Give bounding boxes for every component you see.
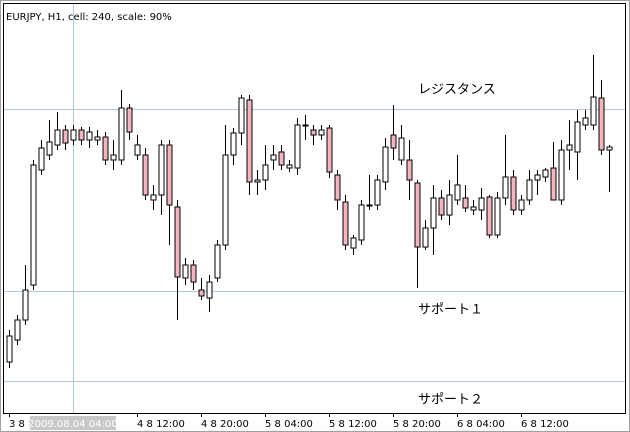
x-tick-label: 6 8 04:00 xyxy=(457,419,505,430)
candle-body xyxy=(566,144,573,151)
crosshair-label: 2009.08.04 04:00 xyxy=(28,419,117,430)
candle-body xyxy=(446,194,453,216)
candle-body xyxy=(454,184,461,201)
candle-body xyxy=(478,197,485,211)
candle-body xyxy=(398,137,405,161)
candle-body xyxy=(430,197,437,229)
candle-body xyxy=(374,179,381,206)
candle-body xyxy=(78,129,85,141)
candle-body xyxy=(470,206,477,211)
candle-body xyxy=(462,197,469,209)
candle-body xyxy=(214,244,221,279)
candle-body xyxy=(158,144,165,196)
candle-body xyxy=(142,154,149,196)
candle-body xyxy=(38,147,45,171)
candle-body xyxy=(230,132,237,156)
candle-body xyxy=(70,129,77,141)
candle-body xyxy=(262,164,269,181)
candle-body xyxy=(358,204,365,241)
candle-body xyxy=(318,129,325,136)
candle-body xyxy=(390,134,397,149)
candle-body xyxy=(486,196,493,236)
candle-body xyxy=(22,289,29,321)
candle-body xyxy=(590,96,597,126)
x-tick-label: 4 8 20:00 xyxy=(201,419,249,430)
candle-body xyxy=(326,127,333,173)
candle-body xyxy=(550,167,557,201)
candle-body xyxy=(310,129,317,136)
candle-body xyxy=(118,107,125,161)
candle-body xyxy=(542,169,549,178)
candle-body xyxy=(6,335,13,363)
candle-body xyxy=(342,201,349,246)
candle-body xyxy=(334,174,341,201)
candle-body xyxy=(294,124,301,169)
chart-title: EURJPY, H1, cell: 240, scale: 90% xyxy=(6,12,172,23)
candle-body xyxy=(406,159,413,181)
candle-body xyxy=(270,154,277,161)
candle-body xyxy=(62,129,69,144)
candle-body xyxy=(574,121,581,153)
candle-body xyxy=(582,117,589,126)
level-label: レジスタンス xyxy=(418,83,496,98)
candle-body xyxy=(86,131,93,141)
crosshair-label-box xyxy=(30,416,116,430)
candle-body xyxy=(286,164,293,169)
candle-body xyxy=(206,281,213,299)
candle-body xyxy=(502,176,509,199)
candle-body xyxy=(94,136,101,141)
candle-body xyxy=(350,237,357,249)
candle-body xyxy=(598,97,605,151)
candle-body xyxy=(110,154,117,161)
x-tick-label: 4 8 12:00 xyxy=(137,419,185,430)
candle-body xyxy=(494,197,501,236)
x-tick-label: 5 8 12:00 xyxy=(329,419,377,430)
candle-body xyxy=(278,151,285,166)
candle-body xyxy=(302,124,309,127)
candle-body xyxy=(366,204,373,207)
candle-body xyxy=(254,179,261,183)
candle-body xyxy=(102,136,109,161)
x-tick-label: 6 8 12:00 xyxy=(521,419,569,430)
level-label: サポート１ xyxy=(418,303,483,318)
candle-body xyxy=(526,179,533,201)
candle-body xyxy=(510,176,517,211)
candle-body xyxy=(174,206,181,278)
x-tick-label: 3 8 2 xyxy=(9,419,34,430)
candle-body xyxy=(518,199,525,211)
candle-body xyxy=(126,107,133,133)
x-tick-label: 5 8 04:00 xyxy=(265,419,313,430)
level-label: サポート２ xyxy=(418,393,483,408)
candle-body xyxy=(246,99,253,183)
candle-body xyxy=(166,144,173,206)
candle-body xyxy=(54,129,61,146)
candle-body xyxy=(30,164,37,286)
candle-body xyxy=(14,319,21,341)
candle-body xyxy=(414,182,421,248)
x-tick-label: 5 8 20:00 xyxy=(393,419,441,430)
candle-body xyxy=(182,264,189,279)
candle-body xyxy=(558,149,565,201)
candle-body xyxy=(422,227,429,248)
candle-body xyxy=(222,154,229,246)
candle-body xyxy=(134,144,141,156)
candle-body xyxy=(46,141,53,156)
candle-body xyxy=(190,264,197,283)
candle-body xyxy=(606,146,613,151)
candle-body xyxy=(150,194,157,201)
plot-area xyxy=(3,3,626,414)
candle-body xyxy=(534,174,541,181)
candle-body xyxy=(382,146,389,183)
candle-body xyxy=(438,197,445,216)
candle-body xyxy=(238,97,245,134)
candle-body xyxy=(198,289,205,297)
